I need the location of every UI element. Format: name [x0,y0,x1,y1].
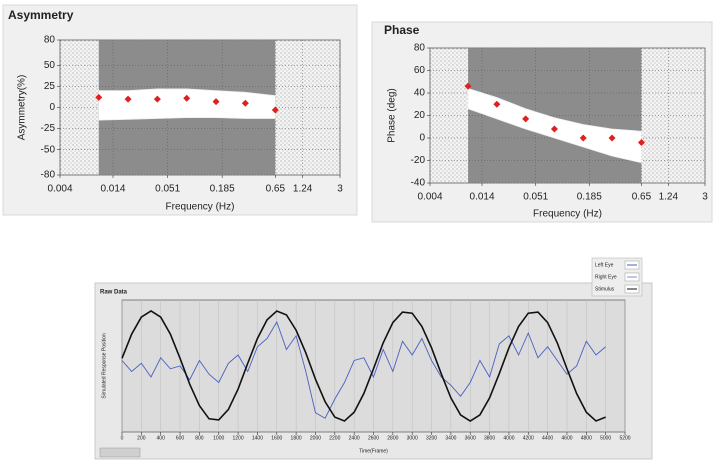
x-tick-label: 3 [702,192,708,203]
x-tick-label: 4800 [581,435,592,441]
x-tick-label: 3800 [484,435,495,441]
band-edge [98,117,276,121]
data-point [550,125,558,133]
x-tick-label: 4400 [542,435,553,441]
y-tick-label: -50 [41,144,56,155]
x-tick-label: 200 [137,435,146,441]
x-tick-label: 2200 [329,435,340,441]
y-tick-label: 25 [44,81,56,92]
x-tick-label: 0.014 [470,192,495,203]
x-tick-label: 5000 [600,435,611,441]
band-edge [467,88,642,132]
y-axis-label: Asymmetry(%) [17,75,28,141]
x-tick-label: 1400 [252,435,263,441]
band-edge [98,88,276,97]
x-tick-label: 400 [157,435,166,441]
data-point [579,134,587,142]
x-tick-label: 0.65 [632,192,652,203]
data-point [271,106,279,114]
x-tick-label: 2400 [349,435,360,441]
x-tick-label: 0.185 [210,184,235,195]
x-tick-label: 1200 [233,435,244,441]
data-line [121,320,606,419]
data-point [212,98,220,106]
y-tick-label: -25 [41,123,56,134]
chart-title: Phase [384,23,420,37]
x-tick-label: 4600 [561,435,572,441]
x-tick-label: 3600 [465,435,476,441]
data-point [124,95,132,103]
legend-label: Stimulus [595,286,615,292]
data-point [241,99,249,107]
y-axis-label: Simulated Response Position [101,333,107,399]
band-edge [467,108,642,164]
y-tick-label: -20 [411,155,426,166]
legend-label: Left Eye [595,262,614,268]
y-tick-label: 20 [414,110,426,121]
data-point [493,100,501,108]
data-point [608,134,616,142]
x-tick-label: 5200 [619,435,630,441]
x-tick-label: 2800 [387,435,398,441]
data-point [464,82,472,90]
x-tick-label: 600 [176,435,185,441]
x-tick-label: 0.051 [155,184,180,195]
x-tick-label: 0.051 [523,192,548,203]
data-point [95,93,103,101]
x-tick-label: 3400 [445,435,456,441]
x-tick-label: 0.014 [100,184,125,195]
x-tick-label: 0.004 [47,184,72,195]
y-tick-label: 80 [414,43,426,54]
x-tick-label: 2000 [310,435,321,441]
x-tick-label: 0 [121,435,124,441]
chart-title: Raw Data [100,290,128,296]
y-tick-label: -80 [41,170,56,181]
chart-title: Asymmetry [8,8,74,22]
data-point [183,94,191,102]
x-tick-label: 1.24 [659,192,679,203]
y-tick-label: 80 [44,35,56,46]
x-axis-label: Frequency (Hz) [166,202,235,213]
x-tick-label: 2600 [368,435,379,441]
data-point [522,115,530,123]
x-tick-label: 0.65 [266,184,286,195]
band-fill [468,88,642,163]
y-tick-label: 0 [49,102,55,113]
data-line [121,310,606,422]
x-tick-label: 4000 [503,435,514,441]
y-tick-label: 50 [44,60,56,71]
data-point [153,95,161,103]
x-tick-label: 0.004 [417,192,442,203]
x-tick-label: 3 [337,184,343,195]
x-tick-label: 3200 [426,435,437,441]
x-tick-label: 800 [195,435,204,441]
x-tick-label: 3000 [407,435,418,441]
y-axis-label: Phase (deg) [387,88,398,142]
data-point [637,139,645,146]
band-fill [98,88,276,121]
x-axis-label: Time(Frame) [359,448,388,454]
toolbar[interactable] [99,447,141,458]
x-tick-label: 0.185 [577,192,602,203]
x-tick-label: 4200 [523,435,534,441]
y-tick-label: 0 [419,133,425,144]
y-tick-label: 40 [414,88,426,99]
x-axis-label: Frequency (Hz) [533,209,602,220]
x-tick-label: 1.24 [293,184,313,195]
y-tick-label: -40 [411,178,426,189]
x-tick-label: 1800 [291,435,302,441]
legend-label: Right Eye [595,274,617,280]
x-tick-label: 1600 [271,435,282,441]
x-tick-label: 1000 [213,435,224,441]
y-tick-label: 60 [414,65,426,76]
